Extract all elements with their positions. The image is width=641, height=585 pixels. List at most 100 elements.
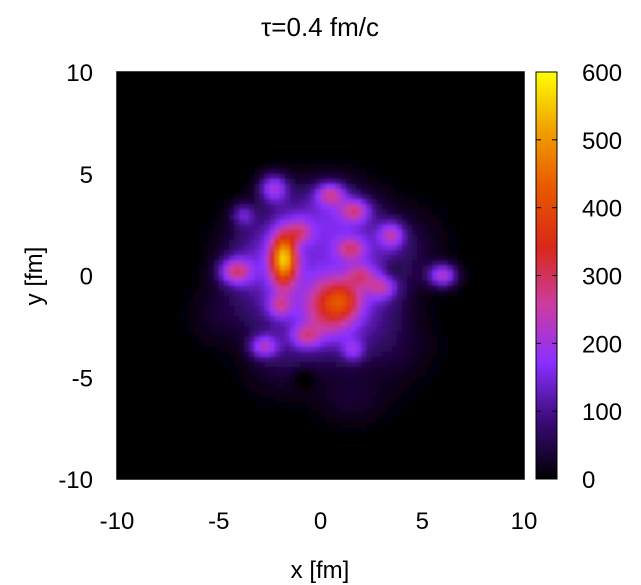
heatmap-cell	[345, 417, 352, 424]
heatmap-cell	[274, 280, 281, 287]
heatmap-cell	[361, 346, 367, 353]
heatmap-cell	[259, 244, 266, 251]
heatmap-cell	[351, 219, 357, 226]
heatmap-cell	[412, 306, 418, 312]
heatmap-cell	[401, 234, 408, 241]
heatmap-cell	[335, 260, 342, 266]
heatmap-cell	[335, 428, 342, 434]
heatmap-cell	[396, 209, 403, 216]
heatmap-cell	[457, 255, 464, 261]
heatmap-cell	[335, 295, 342, 302]
heatmap-cell	[330, 367, 337, 373]
heatmap-cell	[396, 250, 403, 256]
heatmap-cell	[396, 244, 403, 251]
heatmap-cell	[223, 367, 230, 373]
heatmap-cell	[345, 326, 352, 333]
heatmap-cell	[289, 311, 296, 317]
heatmap-cell	[386, 295, 393, 302]
heatmap-cell	[305, 265, 311, 272]
heatmap-cell	[279, 351, 286, 358]
heatmap-cell	[183, 290, 189, 297]
heatmap-cell	[361, 300, 367, 307]
heatmap-cell	[412, 295, 418, 302]
heatmap-cell	[361, 387, 367, 394]
heatmap-cell	[228, 316, 235, 322]
heatmap-cell	[259, 341, 266, 348]
heatmap-cell	[249, 351, 255, 358]
heatmap-cell	[361, 250, 367, 256]
heatmap-cell	[386, 224, 393, 231]
heatmap-cell	[371, 367, 378, 373]
heatmap-cell	[203, 311, 210, 317]
heatmap-cell	[274, 275, 281, 282]
heatmap-cell	[371, 377, 378, 383]
heatmap-cell	[279, 356, 286, 363]
heatmap-cell	[320, 178, 327, 185]
heatmap-cell	[310, 214, 317, 221]
heatmap-cell	[437, 290, 444, 297]
heatmap-cell	[325, 285, 332, 292]
heatmap-cell	[289, 173, 296, 180]
heatmap-cell	[305, 229, 311, 236]
heatmap-cell	[198, 290, 205, 297]
heatmap-cell	[356, 402, 362, 409]
heatmap-cell	[259, 178, 266, 185]
heatmap-cell	[254, 397, 261, 404]
heatmap-cell	[345, 270, 352, 277]
heatmap-cell	[422, 239, 428, 246]
heatmap-cell	[244, 346, 250, 353]
heatmap-cell	[269, 270, 276, 277]
heatmap-cell	[208, 351, 215, 358]
heatmap-cell	[249, 326, 255, 333]
heatmap-cell	[386, 311, 393, 317]
heatmap-cell	[432, 275, 439, 282]
heatmap-cell	[203, 295, 210, 302]
x-axis-label: x [fm]	[291, 557, 350, 584]
heatmap-cell	[218, 265, 225, 272]
heatmap-cell	[427, 255, 434, 261]
heatmap-cell	[244, 306, 250, 312]
heatmap-cell	[259, 199, 266, 205]
heatmap-cell	[315, 285, 322, 292]
heatmap-cell	[335, 234, 342, 241]
heatmap-cell	[345, 239, 352, 246]
heatmap-cell	[254, 194, 261, 200]
heatmap-cell	[406, 392, 413, 399]
heatmap-cell	[376, 199, 383, 205]
heatmap-cell	[213, 214, 220, 221]
heatmap-cell	[198, 295, 205, 302]
heatmap-cell	[234, 239, 240, 246]
heatmap-cell	[289, 168, 296, 175]
heatmap-cell	[376, 270, 383, 277]
heatmap-cell	[376, 194, 383, 200]
heatmap-cell	[340, 189, 347, 195]
heatmap-cell	[432, 341, 439, 348]
heatmap-cell	[427, 377, 434, 383]
heatmap-cell	[406, 351, 413, 358]
heatmap-cell	[264, 224, 271, 231]
heatmap-cell	[361, 255, 367, 261]
heatmap-cell	[376, 209, 383, 216]
heatmap-cell	[300, 331, 306, 338]
heatmap-cell	[310, 311, 317, 317]
heatmap-cell	[249, 397, 255, 404]
heatmap-cell	[351, 275, 357, 282]
heatmap-cell	[213, 224, 220, 231]
heatmap-cell	[376, 183, 383, 190]
heatmap-cell	[406, 316, 413, 322]
heatmap-cell	[284, 199, 291, 205]
heatmap-cell	[254, 341, 261, 348]
heatmap-cell	[244, 392, 250, 399]
heatmap-cell	[401, 194, 408, 200]
heatmap-cell	[249, 260, 255, 266]
heatmap-cell	[371, 326, 378, 333]
heatmap-cell	[198, 341, 205, 348]
heatmap-cell	[412, 194, 418, 200]
heatmap-cell	[340, 158, 347, 165]
heatmap-cell	[417, 280, 423, 287]
heatmap-cell	[228, 361, 235, 368]
heatmap-cell	[371, 382, 378, 389]
heatmap-cell	[259, 361, 266, 368]
heatmap-cell	[193, 331, 199, 338]
heatmap-cell	[351, 173, 357, 180]
